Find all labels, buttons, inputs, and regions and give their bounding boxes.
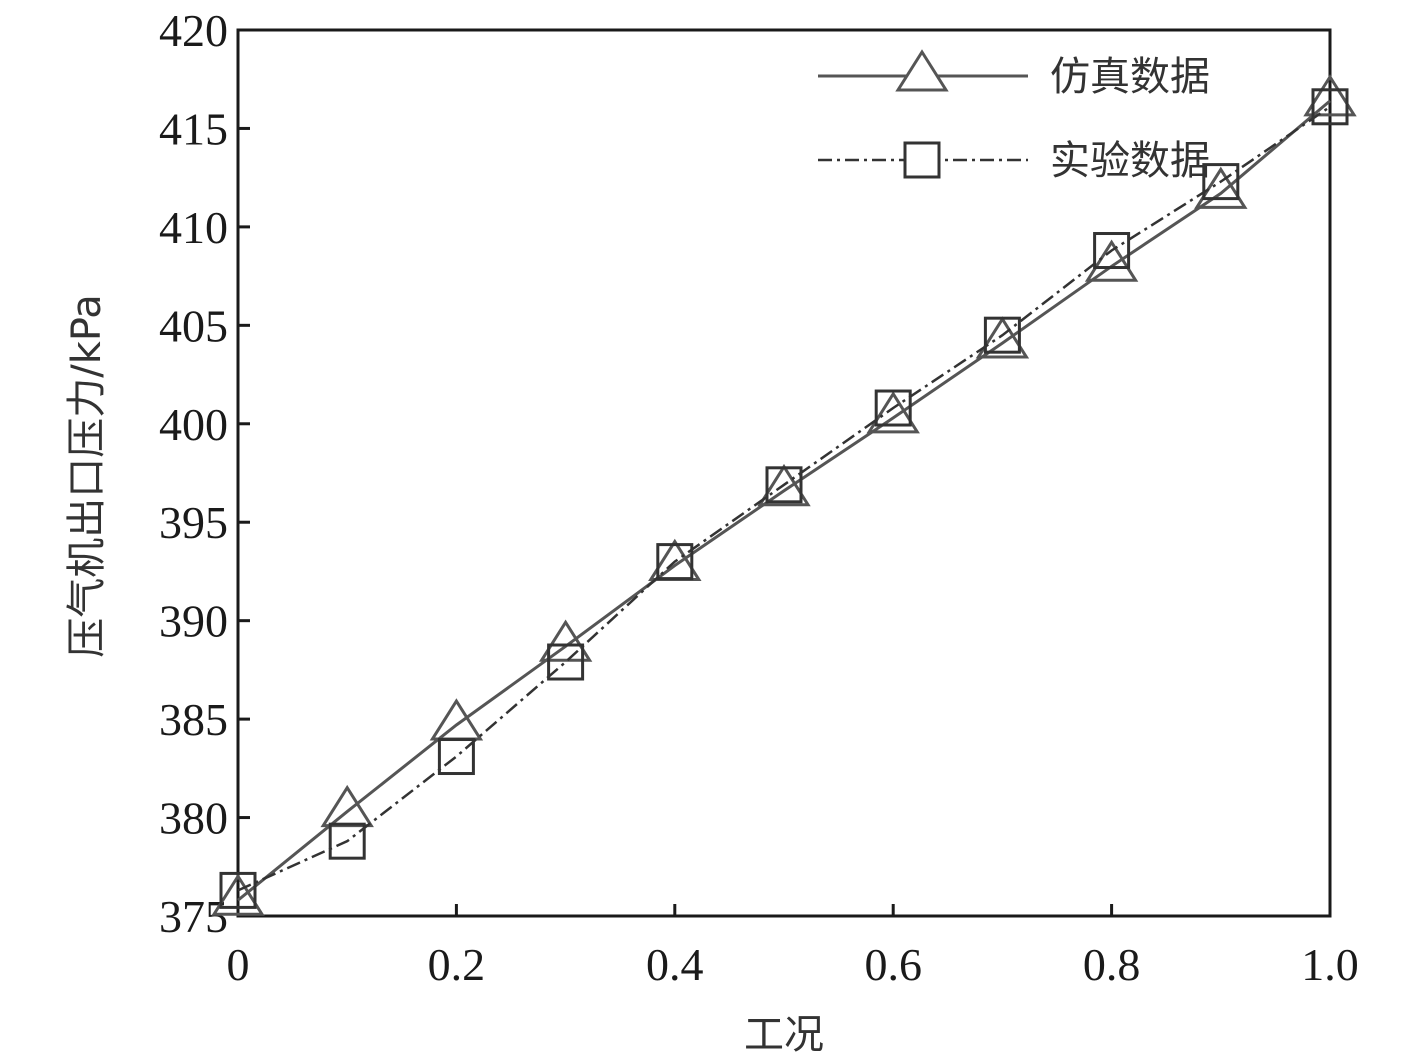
data-point-square (765, 466, 803, 504)
legend: 仿真数据 实验数据 (818, 49, 1210, 184)
data-point-triangle (1084, 239, 1139, 282)
x-tick-label: 0.8 (1083, 939, 1141, 990)
y-tick-label: 380 (159, 793, 228, 844)
y-tick-label: 375 (159, 891, 228, 942)
data-point-square (874, 389, 912, 427)
x-tick-label: 1.0 (1301, 939, 1359, 990)
data-point-triangle (320, 784, 374, 828)
data-point-triangle (429, 698, 484, 741)
data-point-triangle (757, 463, 811, 507)
data-point-square (656, 543, 694, 581)
y-tick-label: 385 (159, 694, 228, 745)
data-point-square (219, 871, 257, 909)
legend-square-marker (903, 141, 941, 179)
x-tick-label: 0.2 (428, 939, 486, 990)
y-tick-label: 390 (159, 596, 228, 647)
x-axis-ticks: 0 0.2 0.4 0.6 0.8 1.0 (227, 904, 1359, 990)
data-point-square (328, 822, 366, 860)
data-point-square (437, 738, 475, 776)
y-tick-label: 400 (159, 399, 228, 450)
data-point-square (1311, 88, 1349, 126)
y-axis-title: 压气机出口压力/kPa (64, 294, 110, 657)
series-layer (211, 74, 1357, 916)
data-point-square (983, 316, 1021, 354)
y-tick-label: 405 (159, 300, 228, 351)
y-tick-label: 420 (159, 5, 228, 56)
x-tick-label: 0.4 (646, 939, 704, 990)
x-axis-title: 工况 (744, 1012, 824, 1058)
legend-label-exp: 实验数据 (1050, 138, 1210, 184)
data-point-square (1093, 232, 1131, 270)
data-point-triangle (211, 873, 265, 916)
legend-triangle-marker (895, 49, 949, 92)
data-point-triangle (1303, 74, 1357, 117)
series-line-1 (237, 105, 1331, 892)
series-line-0 (237, 99, 1331, 902)
plot-frame (236, 28, 1332, 918)
data-point-triangle (538, 619, 593, 662)
x-tick-label: 0.6 (864, 939, 922, 990)
data-point-triangle (975, 316, 1030, 359)
data-point-square (547, 643, 585, 681)
data-point-triangle (1194, 166, 1248, 209)
x-tick-label: 0 (227, 939, 250, 990)
y-axis-ticks: 375 380 385 390 395 400 405 410 415 420 (159, 5, 250, 942)
y-tick-label: 395 (159, 497, 228, 548)
data-point-square (1202, 163, 1240, 201)
legend-label-sim: 仿真数据 (1050, 54, 1210, 100)
data-point-triangle (866, 391, 920, 434)
y-tick-label: 410 (159, 202, 228, 253)
y-tick-label: 415 (159, 103, 228, 154)
